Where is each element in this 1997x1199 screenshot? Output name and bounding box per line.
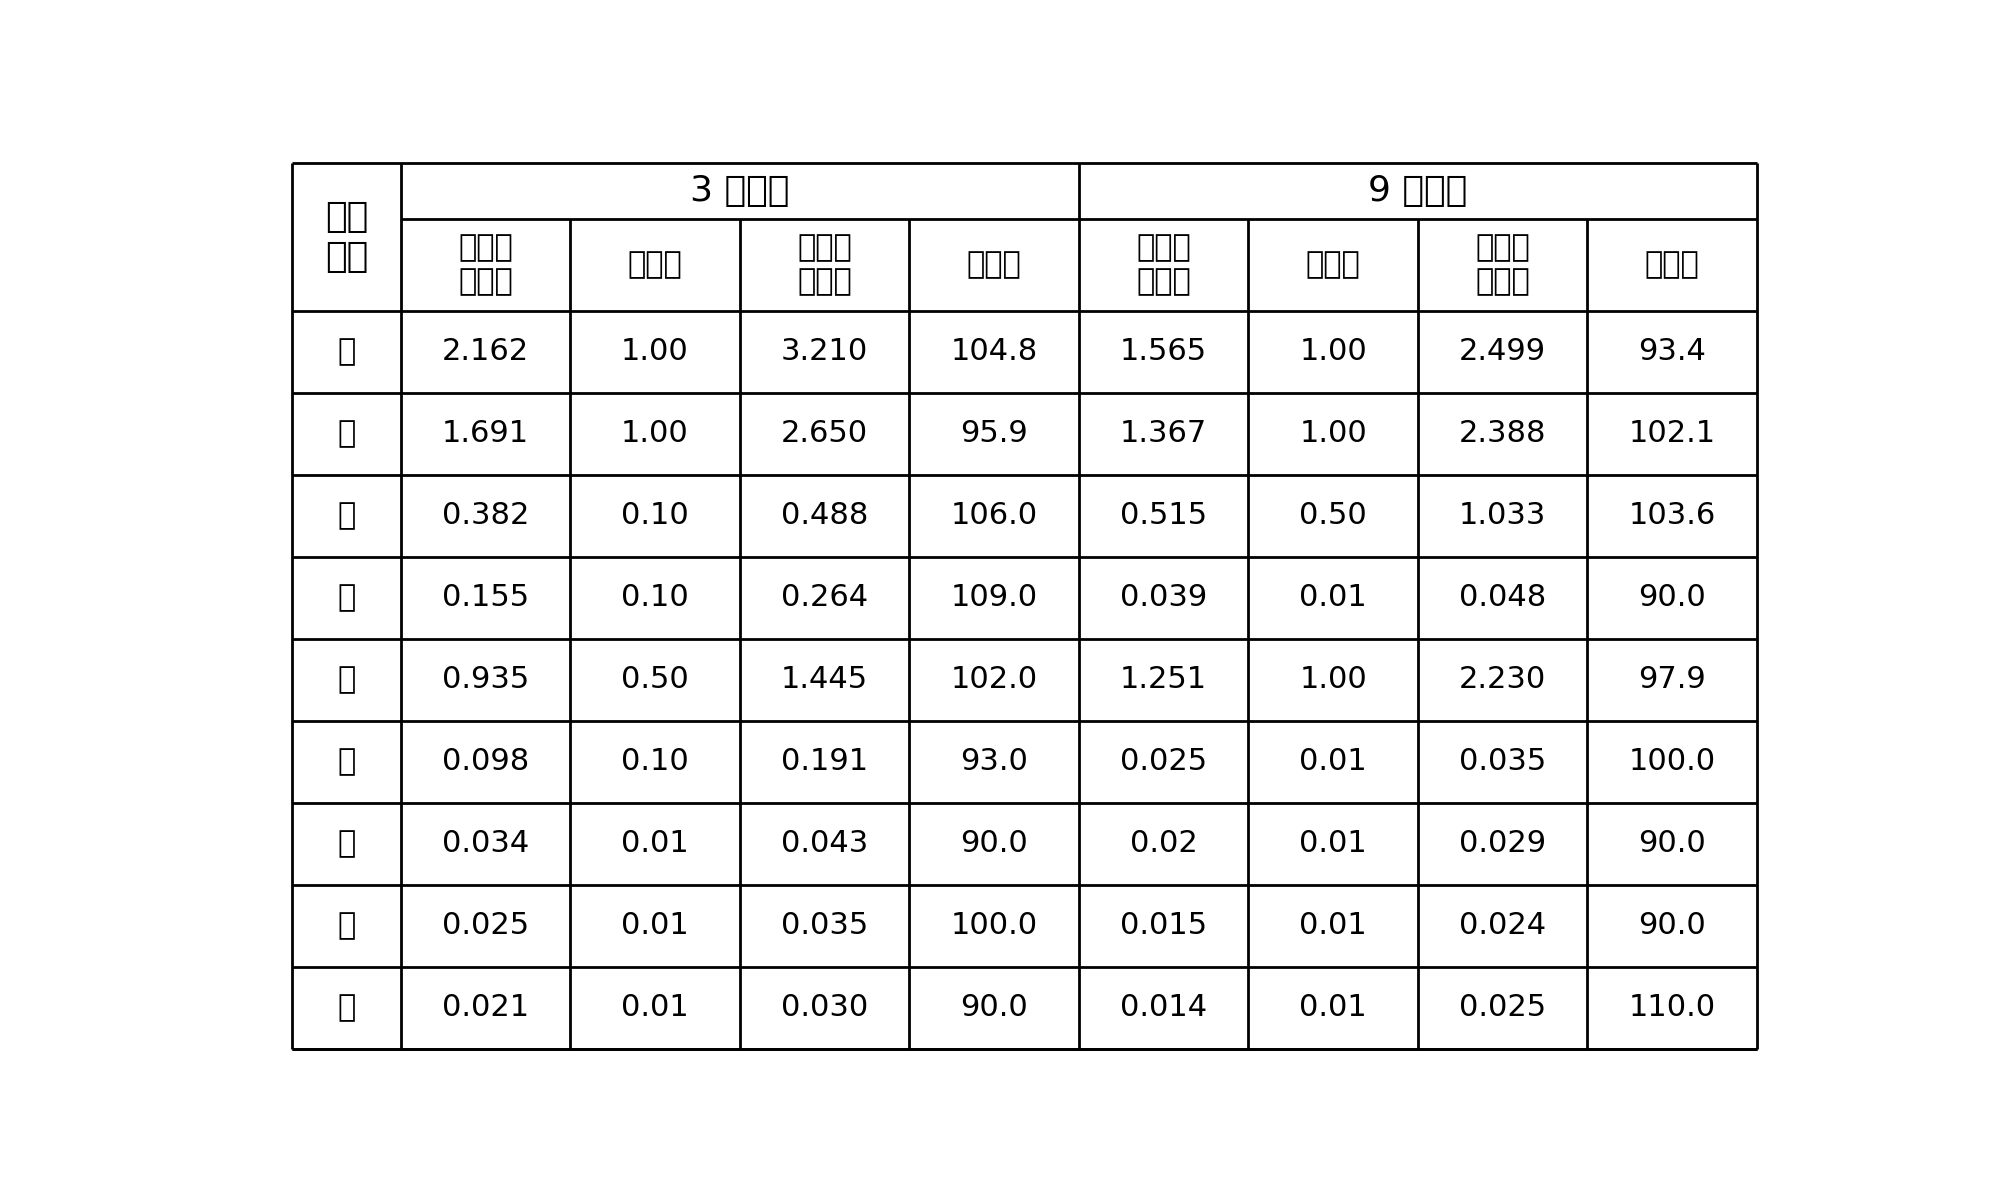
Text: 0.01: 0.01 <box>1300 584 1368 613</box>
Text: 1.033: 1.033 <box>1460 501 1546 530</box>
Text: 9 号样品: 9 号样品 <box>1368 174 1468 207</box>
Text: 0.10: 0.10 <box>621 584 689 613</box>
Text: 回收率: 回收率 <box>1646 251 1699 279</box>
Text: 104.8: 104.8 <box>951 337 1038 367</box>
Text: 2.230: 2.230 <box>1460 665 1546 694</box>
Text: 90.0: 90.0 <box>1638 911 1705 940</box>
Text: 0.488: 0.488 <box>781 501 869 530</box>
Text: 0.10: 0.10 <box>621 501 689 530</box>
Text: 0.01: 0.01 <box>1300 993 1368 1023</box>
Text: 0.030: 0.030 <box>781 993 869 1023</box>
Text: 2.162: 2.162 <box>441 337 529 367</box>
Text: 0.014: 0.014 <box>1120 993 1208 1023</box>
Text: 锆: 锆 <box>337 337 355 367</box>
Text: 0.024: 0.024 <box>1460 911 1546 940</box>
Text: 0.098: 0.098 <box>441 747 529 776</box>
Text: 90.0: 90.0 <box>961 830 1028 858</box>
Text: 加标后
测定值: 加标后 测定值 <box>1476 234 1530 296</box>
Text: 0.029: 0.029 <box>1460 830 1546 858</box>
Text: 0.025: 0.025 <box>441 911 529 940</box>
Text: 0.025: 0.025 <box>1460 993 1546 1023</box>
Text: 加标前
测定值: 加标前 测定值 <box>1136 234 1190 296</box>
Text: 0.035: 0.035 <box>781 911 869 940</box>
Text: 100.0: 100.0 <box>951 911 1038 940</box>
Text: 0.01: 0.01 <box>1300 747 1368 776</box>
Text: 110.0: 110.0 <box>1630 993 1715 1023</box>
Text: 0.043: 0.043 <box>781 830 869 858</box>
Text: 100.0: 100.0 <box>1630 747 1715 776</box>
Text: 0.039: 0.039 <box>1120 584 1208 613</box>
Text: 0.191: 0.191 <box>781 747 869 776</box>
Text: 磷: 磷 <box>337 584 355 613</box>
Text: 97.9: 97.9 <box>1638 665 1705 694</box>
Text: 0.034: 0.034 <box>441 830 529 858</box>
Text: 1.445: 1.445 <box>781 665 869 694</box>
Text: 加标前
测定值: 加标前 测定值 <box>457 234 513 296</box>
Text: 3.210: 3.210 <box>781 337 869 367</box>
Text: 0.048: 0.048 <box>1460 584 1546 613</box>
Text: 0.01: 0.01 <box>1300 830 1368 858</box>
Text: 1.00: 1.00 <box>1300 665 1368 694</box>
Text: 102.1: 102.1 <box>1630 420 1715 448</box>
Text: 0.01: 0.01 <box>621 911 689 940</box>
Text: 1.367: 1.367 <box>1120 420 1208 448</box>
Text: 0.015: 0.015 <box>1120 911 1208 940</box>
Text: 2.650: 2.650 <box>781 420 869 448</box>
Text: 2.499: 2.499 <box>1460 337 1546 367</box>
Text: 109.0: 109.0 <box>951 584 1038 613</box>
Text: 铝: 铝 <box>337 420 355 448</box>
Text: 回收率: 回收率 <box>967 251 1022 279</box>
Text: 1.565: 1.565 <box>1120 337 1208 367</box>
Text: 0.382: 0.382 <box>441 501 529 530</box>
Text: 0.50: 0.50 <box>621 665 689 694</box>
Text: 1.00: 1.00 <box>1300 337 1368 367</box>
Text: 95.9: 95.9 <box>961 420 1028 448</box>
Text: 106.0: 106.0 <box>951 501 1038 530</box>
Text: 0.50: 0.50 <box>1300 501 1368 530</box>
Text: 锰: 锰 <box>337 911 355 940</box>
Text: 90.0: 90.0 <box>961 993 1028 1023</box>
Text: 0.01: 0.01 <box>1300 911 1368 940</box>
Text: 0.515: 0.515 <box>1120 501 1208 530</box>
Text: 3 号样品: 3 号样品 <box>691 174 789 207</box>
Text: 93.4: 93.4 <box>1638 337 1705 367</box>
Text: 0.01: 0.01 <box>621 830 689 858</box>
Text: 2.388: 2.388 <box>1460 420 1546 448</box>
Text: 0.025: 0.025 <box>1120 747 1208 776</box>
Text: 103.6: 103.6 <box>1630 501 1715 530</box>
Text: 加标后
测定值: 加标后 测定值 <box>797 234 853 296</box>
Text: 1.00: 1.00 <box>621 337 689 367</box>
Text: 铬: 铬 <box>337 830 355 858</box>
Text: 93.0: 93.0 <box>961 747 1028 776</box>
Text: 铜: 铜 <box>337 993 355 1023</box>
Text: 0.935: 0.935 <box>441 665 529 694</box>
Text: 102.0: 102.0 <box>951 665 1038 694</box>
Text: 1.691: 1.691 <box>441 420 529 448</box>
Text: 1.251: 1.251 <box>1120 665 1208 694</box>
Text: 硅: 硅 <box>337 501 355 530</box>
Text: 铁: 铁 <box>337 747 355 776</box>
Text: 0.264: 0.264 <box>781 584 869 613</box>
Text: 0.021: 0.021 <box>441 993 529 1023</box>
Text: 1.00: 1.00 <box>1300 420 1368 448</box>
Text: 1.00: 1.00 <box>621 420 689 448</box>
Text: 元素
成分: 元素 成分 <box>326 200 367 273</box>
Text: 0.035: 0.035 <box>1460 747 1546 776</box>
Text: 0.10: 0.10 <box>621 747 689 776</box>
Text: 0.155: 0.155 <box>441 584 529 613</box>
Text: 0.02: 0.02 <box>1130 830 1198 858</box>
Text: 铌: 铌 <box>337 665 355 694</box>
Text: 90.0: 90.0 <box>1638 830 1705 858</box>
Text: 90.0: 90.0 <box>1638 584 1705 613</box>
Text: 0.01: 0.01 <box>621 993 689 1023</box>
Text: 加标量: 加标量 <box>627 251 683 279</box>
Text: 加标量: 加标量 <box>1306 251 1360 279</box>
